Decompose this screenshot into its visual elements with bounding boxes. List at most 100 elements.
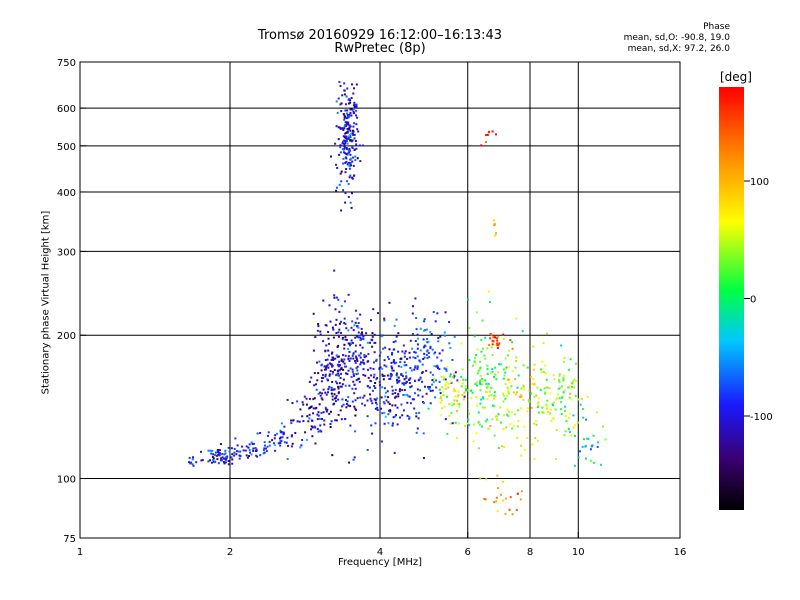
data-point [259,432,262,434]
data-point [399,416,402,419]
data-point [347,348,350,350]
data-point [343,125,346,128]
data-point [488,130,491,133]
data-point [317,414,320,417]
data-point [478,368,481,371]
data-point [356,358,358,361]
data-point [562,379,565,382]
data-point [373,333,376,336]
data-point [249,451,251,454]
data-point [336,186,338,189]
data-point [200,450,202,453]
data-point [350,157,353,160]
data-point [447,386,450,389]
data-point [374,422,377,425]
data-point [423,356,426,359]
data-point [446,433,449,435]
data-point [383,364,386,367]
data-point [349,161,352,164]
data-point [328,412,331,415]
data-point [341,142,344,145]
data-point [323,368,326,371]
data-point [319,333,322,336]
data-point [315,383,317,386]
data-point [463,391,466,394]
data-point [456,379,459,382]
data-point [490,386,493,389]
data-point [401,350,404,353]
data-point [291,442,294,445]
data-point [291,402,294,404]
data-point [362,368,365,371]
data-point [398,379,401,382]
data-point [344,161,347,164]
data-point [374,341,377,344]
data-point [383,411,386,414]
data-point [402,409,405,412]
data-point [337,97,340,100]
data-point [337,398,340,401]
data-point [413,407,416,410]
data-point [330,363,333,366]
data-point [589,448,592,451]
data-point [484,498,487,501]
data-point [540,370,543,373]
data-point [422,338,425,341]
data-point [345,112,348,115]
chart-title: Tromsø 20160929 16:12:00–16:13:43 [257,28,503,43]
data-point [286,458,289,460]
data-point [375,378,378,381]
data-point [329,426,332,429]
data-point [351,400,354,403]
data-point [563,434,566,437]
data-point [350,326,353,329]
data-point [376,397,379,400]
data-point [327,349,330,352]
data-point [490,346,493,349]
data-point [356,325,359,327]
data-point [431,348,434,351]
data-point [558,375,561,377]
data-point [395,372,398,375]
data-point [511,411,513,414]
data-point [223,462,226,465]
colorbar-unit: [deg] [720,70,752,84]
data-point [589,459,592,462]
data-point [519,498,522,501]
data-point [383,422,386,425]
data-point [353,133,356,136]
data-point [511,370,514,373]
grid-lines [80,62,680,538]
data-point [573,435,576,437]
data-point [353,112,356,114]
data-point [237,450,240,453]
data-point [393,362,396,365]
data-point [558,373,561,375]
data-point [494,395,497,398]
data-point [283,425,286,428]
data-point [359,352,362,355]
data-point [516,391,518,394]
data-point [405,380,408,383]
data-point [396,406,399,409]
data-point [366,449,369,451]
data-point [390,365,393,368]
data-point [327,388,330,391]
data-point [450,412,453,415]
data-point [238,457,241,460]
data-point [553,401,555,404]
data-point [530,406,533,409]
data-point [378,368,381,370]
data-point [341,148,344,150]
data-point [276,432,279,435]
data-point [558,397,561,400]
data-point [344,121,347,124]
data-point [380,407,383,410]
data-point [342,129,345,131]
data-point [214,454,217,457]
data-point [585,457,587,460]
data-point [403,361,406,364]
data-point [361,402,364,405]
data-point [491,354,494,356]
data-point [429,390,432,392]
